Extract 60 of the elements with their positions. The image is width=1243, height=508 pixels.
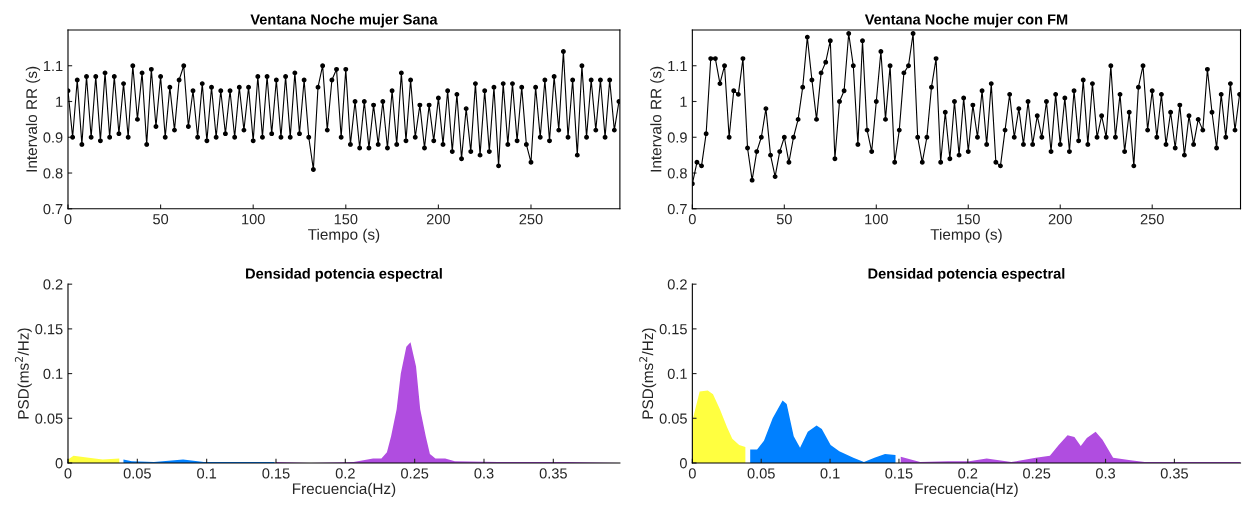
x-tick-label: 0 (688, 214, 696, 225)
y-tick-label: 0.9 (43, 132, 63, 143)
x-tick-label: 0.25 (401, 468, 429, 479)
x-tick-label: 0.05 (747, 468, 775, 479)
y-tick-label: 0.05 (35, 413, 63, 424)
x-tick-label: 150 (957, 214, 980, 225)
y-axis-title: Intervalo RR (s) (650, 66, 665, 172)
x-tick-label: 250 (519, 214, 543, 225)
x-tick-label: 100 (865, 214, 888, 225)
x-tick-label: 200 (1048, 214, 1072, 225)
x-tick-label: 0.15 (262, 468, 290, 479)
y-tick-label: 1.1 (43, 60, 63, 72)
y-tick-label: 0 (679, 458, 687, 469)
y-axis-title: Intervalo RR (s) (25, 66, 41, 172)
y-tick-label: 0.8 (667, 168, 687, 179)
x-tick-label: 0.35 (539, 468, 567, 479)
x-tick-label: 0.2 (958, 468, 978, 479)
y-tick-label: 0.2 (667, 279, 687, 290)
x-tick-label: 0.1 (820, 468, 840, 479)
x-tick-label: 150 (334, 214, 358, 225)
chart-title: Ventana Noche mujer con FM (864, 13, 1068, 28)
x-tick-label: 0 (64, 214, 72, 225)
x-tick-label: 0.15 (885, 468, 913, 479)
x-axis-title: Tiempo (s) (930, 228, 1002, 243)
x-tick-label: 0 (64, 468, 72, 479)
x-tick-label: 100 (242, 214, 265, 225)
x-tick-label: 0.3 (1095, 468, 1116, 479)
x-tick-label: 200 (426, 214, 450, 225)
y-tick-label: 1.1 (668, 60, 687, 72)
x-tick-label: 0.05 (123, 468, 151, 479)
y-tick-label: 0.15 (35, 323, 63, 335)
x-tick-label: 0.2 (335, 468, 355, 479)
y-tick-label: 0.7 (667, 203, 687, 215)
x-axis-title: Frecuencia(Hz) (292, 482, 396, 498)
y-tick-label: 0.2 (43, 279, 63, 290)
y-axis-title: PSD(ms$^{2}$/Hz) (639, 328, 657, 419)
y-axis-title: PSD(ms$^{2}$/Hz) (14, 328, 32, 419)
y-tick-label: 0.15 (659, 323, 687, 335)
y-tick-label: 1 (680, 96, 687, 107)
y-tick-label: 0.1 (43, 368, 63, 380)
y-tick-label: 0.1 (667, 368, 687, 380)
x-tick-label: 0.25 (1023, 468, 1051, 479)
chart-title: Ventana Noche mujer Sana (250, 13, 438, 28)
y-tick-label: 0.9 (667, 132, 687, 143)
x-tick-label: 0.3 (474, 468, 494, 479)
y-tick-label: 0.7 (43, 203, 63, 215)
x-tick-label: 250 (1140, 214, 1164, 225)
chart-title: Densidad potencia espectral (246, 268, 442, 282)
x-tick-label: 0 (688, 468, 696, 479)
x-tick-label: 0.1 (197, 468, 217, 479)
y-tick-label: 1 (56, 96, 63, 107)
x-axis-title: Tiempo (s) (308, 228, 380, 243)
x-tick-label: 0.35 (1160, 468, 1188, 479)
x-tick-label: 50 (153, 214, 169, 225)
x-tick-label: 50 (776, 214, 792, 225)
y-tick-label: 0 (55, 458, 63, 469)
chart-title: Densidad potencia espectral (868, 268, 1065, 282)
y-tick-label: 0.05 (659, 413, 687, 424)
x-axis-title: Frecuencia(Hz) (915, 482, 1018, 498)
y-tick-label: 0.8 (43, 168, 63, 179)
